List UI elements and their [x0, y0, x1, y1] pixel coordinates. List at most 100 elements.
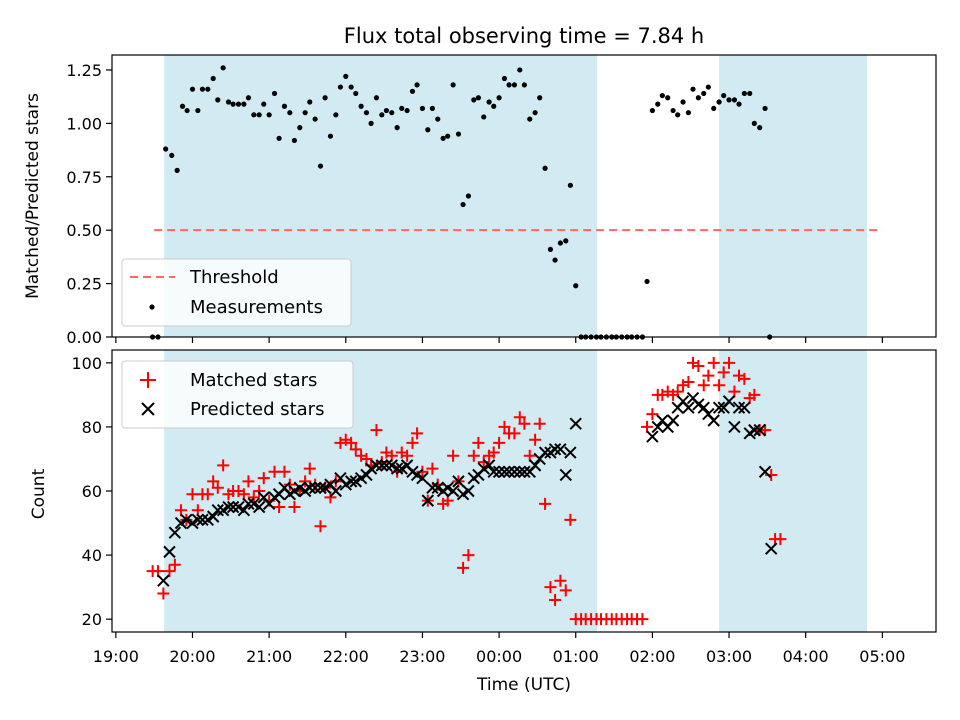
x-tick-label: 00:00 — [476, 647, 522, 666]
predicted-star-point — [308, 481, 322, 495]
measurement-point — [281, 103, 288, 109]
predicted-star-point — [191, 513, 205, 527]
measurement-point — [685, 110, 692, 116]
measurement-point — [542, 165, 548, 171]
measurement-point — [394, 125, 400, 131]
measurement-point — [184, 107, 190, 114]
predicted-star-point — [559, 468, 572, 482]
measurement-point — [373, 95, 380, 101]
measurement-point — [435, 116, 441, 122]
measurement-point — [287, 110, 293, 116]
predicted-star-point — [421, 494, 435, 507]
top-y-tick-label: 0.25 — [66, 275, 102, 294]
matched-star-point — [401, 449, 414, 462]
x-tick-label: 04:00 — [783, 647, 829, 666]
measurement-point — [690, 86, 696, 92]
measurement-point — [573, 283, 579, 289]
measurement-point — [353, 90, 359, 97]
measurement-point — [521, 82, 527, 88]
predicted-star-point — [569, 417, 582, 430]
legend-threshold-label: Threshold — [189, 267, 279, 288]
predicted-star-point — [380, 459, 393, 472]
matched-star-point — [253, 485, 266, 497]
matched-star-point — [211, 481, 224, 494]
measurement-point — [337, 84, 344, 90]
x-tick-label: 19:00 — [93, 647, 139, 666]
matched-star-point — [288, 501, 301, 514]
matched-star-point — [462, 549, 475, 562]
measurement-point — [195, 107, 201, 114]
measurement-point — [527, 116, 533, 122]
measurement-point — [205, 86, 211, 92]
measurement-point — [440, 135, 446, 141]
bottom-y-tick-label: 80 — [82, 418, 102, 437]
predicted-star-point — [416, 471, 429, 485]
measurement-point — [307, 99, 313, 105]
x-tick-label: 05:00 — [859, 647, 905, 666]
matched-star-point — [411, 427, 424, 440]
predicted-star-point — [375, 459, 389, 472]
measurement-point — [486, 99, 492, 105]
matched-star-point — [738, 372, 751, 385]
chart-title: Flux total observing time = 7.84 h — [344, 24, 704, 48]
predicted-star-point — [344, 475, 358, 488]
matched-star-point — [702, 369, 715, 382]
measurement-point — [343, 73, 349, 79]
predicted-star-point — [732, 401, 746, 414]
predicted-star-point — [314, 481, 327, 495]
matched-star-point — [349, 443, 362, 456]
x-tick-label: 22:00 — [323, 647, 369, 666]
measurement-point — [189, 86, 196, 92]
matched-star-point — [283, 478, 296, 491]
matched-star-point — [529, 433, 542, 446]
predicted-star-point — [748, 423, 761, 437]
observing-interval-shade — [719, 350, 868, 632]
measurement-point — [383, 107, 390, 114]
predicted-star-point — [390, 462, 404, 475]
measurement-point — [532, 110, 538, 116]
matched-star-point — [201, 488, 214, 501]
x-tick-label: 03:00 — [706, 647, 752, 666]
matched-star-point — [447, 449, 460, 462]
measurement-point — [711, 105, 717, 112]
matched-star-point — [533, 417, 546, 430]
measurement-point — [501, 75, 508, 82]
measurement-point — [705, 84, 711, 90]
matched-star-point — [168, 558, 181, 571]
matched-star-point — [508, 427, 521, 440]
predicted-star-point — [462, 484, 475, 498]
x-tick-label: 23:00 — [399, 647, 445, 666]
measurement-point — [317, 163, 324, 169]
measurement-point — [455, 131, 462, 137]
predicted-star-point — [157, 574, 170, 587]
predicted-star-point — [329, 484, 343, 498]
matched-star-point — [748, 388, 761, 401]
measurement-point — [291, 137, 298, 144]
measurement-point — [215, 97, 221, 103]
measurement-point — [414, 82, 420, 88]
matched-star-point — [513, 411, 526, 424]
top-axes-frame — [111, 54, 937, 338]
top-y-tick-label: 0.50 — [66, 221, 102, 240]
measurement-point — [251, 112, 257, 118]
measurement-point — [358, 103, 364, 109]
legend-predicted-swatch — [141, 402, 155, 416]
measurement-point — [245, 95, 252, 101]
measurement-point — [312, 116, 318, 122]
predicted-star-point — [764, 542, 778, 555]
measurement-point — [757, 125, 763, 131]
legend-matched-swatch — [140, 372, 156, 388]
predicted-star-point — [554, 443, 567, 456]
predicted-star-point — [758, 465, 772, 478]
x-tick-label: 20:00 — [169, 647, 215, 666]
measurement-point — [511, 82, 518, 88]
matched-star-point — [467, 449, 480, 462]
matched-star-point — [217, 459, 230, 472]
x-tick-label: 01:00 — [553, 647, 599, 666]
top-legend: Threshold Measurements — [121, 258, 352, 327]
measurement-point — [348, 84, 354, 90]
top-y-tick-label: 0.75 — [66, 168, 102, 187]
predicted-star-point — [666, 414, 680, 427]
matched-star-point — [549, 593, 562, 606]
predicted-star-point — [211, 504, 224, 517]
